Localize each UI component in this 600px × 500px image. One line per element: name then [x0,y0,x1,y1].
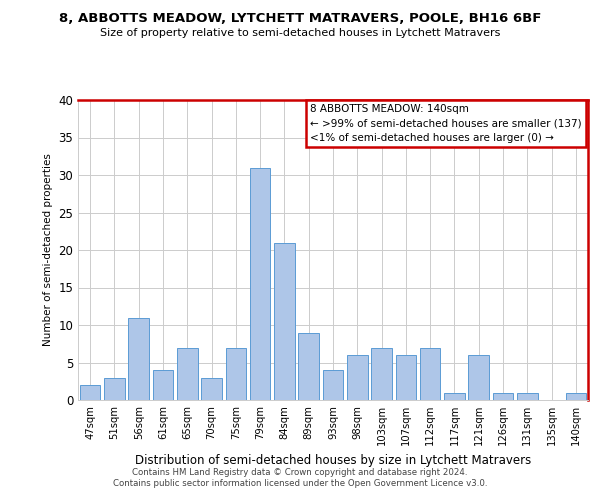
Bar [152,370,173,400]
Bar [201,378,222,400]
Bar [493,392,514,400]
Bar [80,385,100,400]
Bar [104,378,125,400]
Bar [323,370,343,400]
Bar [395,355,416,400]
Bar [226,348,246,400]
Bar [566,392,586,400]
Bar [250,168,271,400]
Text: Size of property relative to semi-detached houses in Lytchett Matravers: Size of property relative to semi-detach… [100,28,500,38]
Bar [177,348,197,400]
X-axis label: Distribution of semi-detached houses by size in Lytchett Matravers: Distribution of semi-detached houses by … [135,454,531,466]
Bar [347,355,368,400]
Bar [298,332,319,400]
Text: 8 ABBOTTS MEADOW: 140sqm
← >99% of semi-detached houses are smaller (137)
<1% of: 8 ABBOTTS MEADOW: 140sqm ← >99% of semi-… [310,104,581,144]
Bar [444,392,465,400]
Bar [371,348,392,400]
Text: Contains HM Land Registry data © Crown copyright and database right 2024.
Contai: Contains HM Land Registry data © Crown c… [113,468,487,487]
Bar [420,348,440,400]
Bar [128,318,149,400]
Bar [517,392,538,400]
Text: 8, ABBOTTS MEADOW, LYTCHETT MATRAVERS, POOLE, BH16 6BF: 8, ABBOTTS MEADOW, LYTCHETT MATRAVERS, P… [59,12,541,26]
Y-axis label: Number of semi-detached properties: Number of semi-detached properties [43,154,53,346]
Bar [469,355,489,400]
Bar [274,242,295,400]
